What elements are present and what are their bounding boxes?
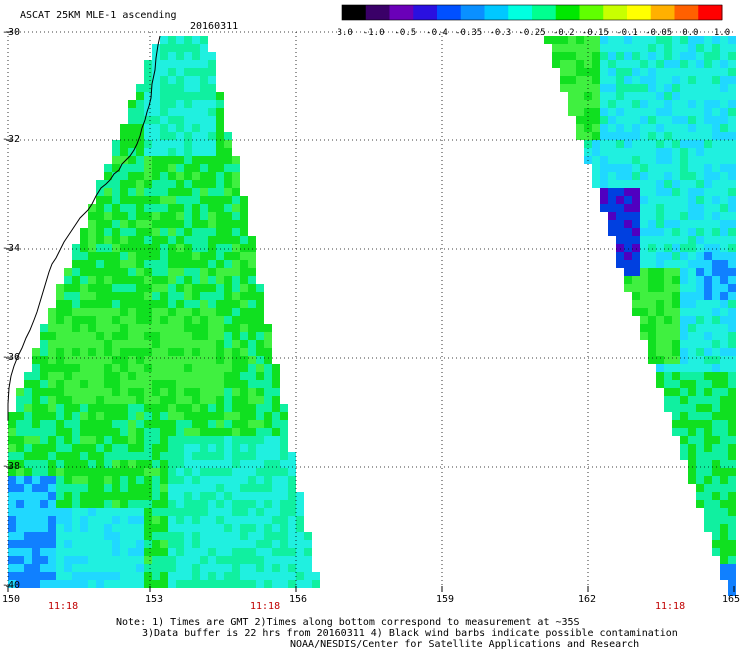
colorbar-segment: [532, 5, 557, 20]
lon-label-162: 162: [578, 594, 597, 605]
colorbar-label: -3.0: [338, 28, 353, 38]
colorbar-segment: [508, 5, 533, 20]
lat-label-32: -32: [2, 134, 21, 145]
time-label-1: 11:18: [48, 601, 79, 612]
footer-note-1: Note: 1) Times are GMT 2)Times along bot…: [116, 617, 580, 628]
colorbar-segment: [650, 5, 675, 20]
lat-label-38: -38: [2, 461, 21, 472]
lat-label-34: -34: [2, 243, 21, 254]
swath-left: [8, 36, 320, 588]
colorbar-segment: [389, 5, 414, 20]
colorbar-segment: [674, 5, 699, 20]
colorbar-label: -1.0: [363, 28, 385, 38]
colorbar-segment: [627, 5, 652, 20]
colorbar-segment: [555, 5, 580, 20]
colorbar-segment: [413, 5, 438, 20]
time-label-3: 11:18: [655, 601, 686, 612]
footer-note-3: NOAA/NESDIS/Center for Satellite Applica…: [290, 639, 640, 650]
colorbar-segment: [342, 5, 367, 20]
colorbar-label: -0.35: [455, 28, 482, 38]
lon-label-153: 153: [145, 594, 164, 605]
lat-label-36: -36: [2, 352, 21, 363]
product-date: 20160311: [190, 21, 239, 32]
colorbar-label: -0.25: [518, 28, 545, 38]
gridlines: [7, 31, 736, 588]
colorbar-segment: [460, 5, 485, 20]
colorbar-label: -0.4: [426, 28, 448, 38]
colorbar-segment: [579, 5, 604, 20]
colorbar-label: -0.2: [553, 28, 575, 38]
swath-right: [544, 36, 736, 596]
lat-label-30: -30: [2, 27, 21, 38]
wind-map: [6, 31, 736, 596]
colorbar-segment: [603, 5, 628, 20]
color-scale-bar: -3.0-1.0-0.5-0.4-0.35-0.3-0.25-0.2-0.15-…: [338, 4, 730, 38]
colorbar-segment: [437, 5, 462, 20]
lon-label-159: 159: [436, 594, 455, 605]
colorbar-segment: [365, 5, 390, 20]
lat-label-40: -40: [2, 580, 21, 591]
lon-label-156: 156: [289, 594, 308, 605]
lon-label-165: 165: [722, 594, 740, 605]
lon-label-150: 150: [2, 594, 21, 605]
colorbar-label: -0.15: [582, 28, 609, 38]
time-label-2: 11:18: [250, 601, 281, 612]
colorbar-label: -0.05: [645, 28, 672, 38]
footer-note-2: 3)Data buffer is 22 hrs from 20160311 4)…: [142, 628, 678, 639]
colorbar-label: -0.1: [616, 28, 638, 38]
colorbar-segment: [698, 5, 723, 20]
colorbar-label: -0.5: [394, 28, 416, 38]
product-title: ASCAT 25KM MLE-1 ascending: [20, 10, 177, 21]
colorbar-label: 1.0: [714, 28, 730, 38]
colorbar-label: -0.3: [489, 28, 511, 38]
colorbar-label: 0.0: [682, 28, 698, 38]
australia-coastline: [7, 35, 161, 420]
colorbar-segment: [484, 5, 509, 20]
